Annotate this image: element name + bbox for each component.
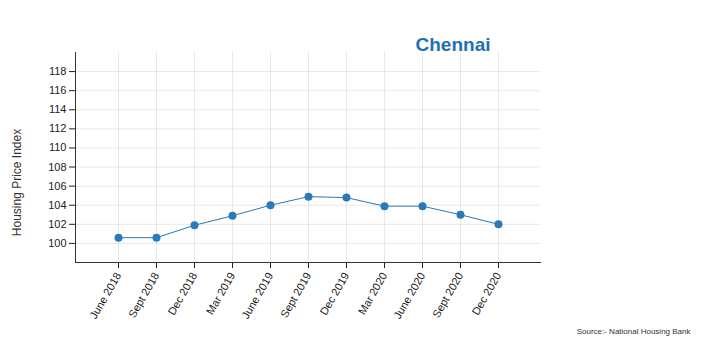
svg-text:116: 116: [49, 84, 67, 96]
svg-text:Sept 2018: Sept 2018: [126, 270, 161, 319]
svg-text:108: 108: [48, 161, 66, 173]
svg-text:100: 100: [48, 237, 66, 249]
svg-text:June 2020: June 2020: [391, 270, 427, 321]
svg-text:112: 112: [49, 122, 67, 134]
svg-text:110: 110: [49, 141, 67, 153]
svg-text:104: 104: [48, 199, 66, 211]
svg-text:102: 102: [48, 218, 66, 230]
svg-text:118: 118: [49, 65, 67, 77]
svg-text:106: 106: [48, 180, 66, 192]
svg-text:Dec 2019: Dec 2019: [317, 270, 351, 317]
svg-text:June 2018: June 2018: [87, 270, 123, 321]
svg-text:Mar 2019: Mar 2019: [204, 270, 238, 316]
svg-text:Source:- National Housing Bank: Source:- National Housing Bank: [577, 327, 692, 336]
svg-text:Sept 2019: Sept 2019: [278, 270, 313, 319]
svg-text:June 2019: June 2019: [239, 270, 275, 321]
svg-text:114: 114: [49, 103, 67, 115]
svg-text:Sept 2020: Sept 2020: [430, 270, 465, 319]
svg-text:Housing Price Index: Housing Price Index: [10, 129, 24, 236]
svg-text:Dec 2018: Dec 2018: [165, 270, 199, 317]
svg-text:Chennai: Chennai: [416, 34, 491, 55]
svg-text:Mar 2020: Mar 2020: [356, 270, 390, 316]
svg-text:Dec 2020: Dec 2020: [469, 270, 503, 317]
